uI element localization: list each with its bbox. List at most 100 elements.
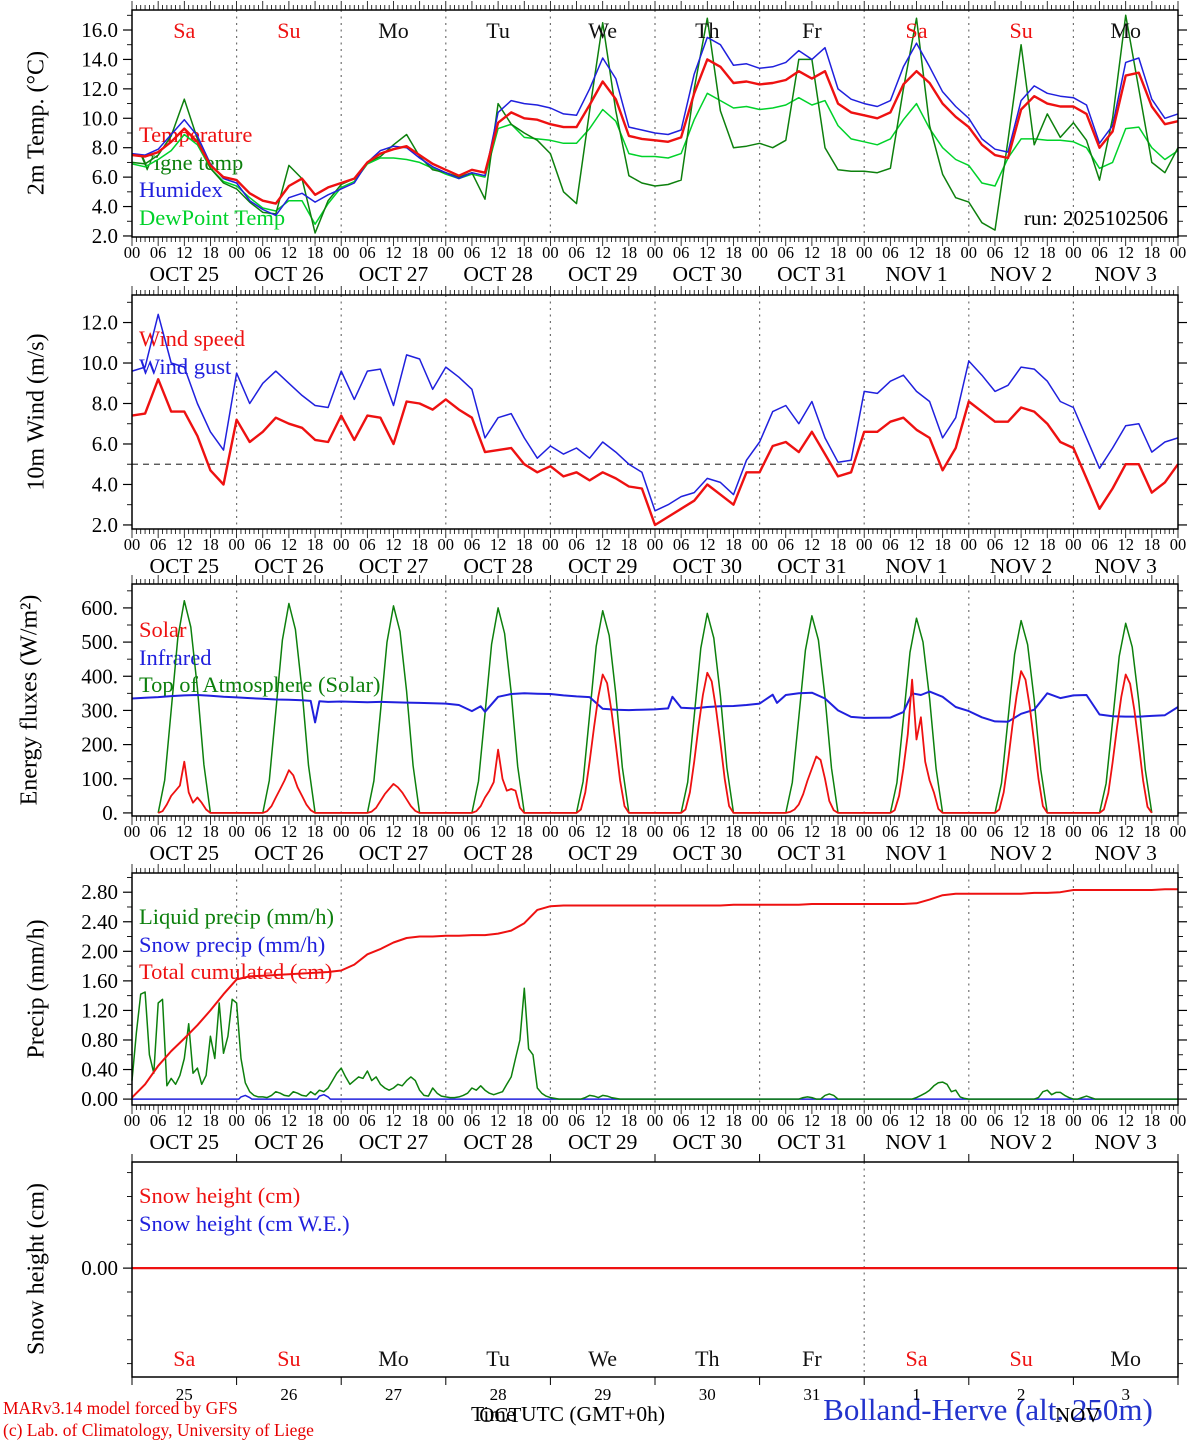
x-hour-label: 00 — [961, 243, 978, 262]
x-date-label: NOV 2 — [990, 554, 1052, 578]
x-hour-label: 00 — [542, 1111, 559, 1130]
x-hour-label: 00 — [438, 243, 455, 262]
x-date-label: OCT 30 — [673, 1130, 743, 1154]
y-tick-label: 0.00 — [81, 1256, 118, 1280]
x-hour-label: 12 — [908, 1111, 925, 1130]
x-hour-label: 12 — [1013, 535, 1030, 554]
x-date-label: OCT 25 — [150, 1130, 220, 1154]
x-hour-label: 12 — [804, 1111, 821, 1130]
x-hour-label: 00 — [1065, 822, 1082, 841]
x-hour-label: 12 — [1117, 822, 1134, 841]
x-hour-label: 12 — [281, 243, 298, 262]
x-hour-label: 12 — [281, 1111, 298, 1130]
x-hour-label: 18 — [830, 1111, 847, 1130]
day-num-label: 31 — [803, 1385, 820, 1404]
x-hour-label: 12 — [176, 535, 193, 554]
x-hour-label: 00 — [961, 822, 978, 841]
x-hour-label: 12 — [176, 822, 193, 841]
legend-wind-gust: Wind gust — [139, 353, 232, 379]
y-tick-label: 6.0 — [92, 432, 118, 456]
x-hour-label: 12 — [281, 822, 298, 841]
x-hour-label: 12 — [1117, 535, 1134, 554]
day-num-label: 30 — [699, 1385, 716, 1404]
x-date-label: OCT 28 — [463, 1130, 533, 1154]
x-hour-label: 00 — [1170, 535, 1187, 554]
x-hour-label: 00 — [751, 822, 768, 841]
day-name-label: Sa — [906, 18, 928, 43]
x-hour-label: 18 — [934, 822, 951, 841]
day-num-label: 1 — [912, 1385, 921, 1404]
x-hour-label: 06 — [464, 822, 481, 841]
x-hour-label: 00 — [1170, 822, 1187, 841]
x-hour-label: 00 — [228, 243, 245, 262]
x-hour-label: 18 — [1039, 535, 1056, 554]
x-hour-label: 06 — [882, 535, 899, 554]
day-name-label: Su — [1009, 18, 1032, 43]
x-hour-label: 00 — [647, 822, 664, 841]
x-hour-label: 12 — [594, 1111, 611, 1130]
x-hour-label: 12 — [699, 243, 716, 262]
y-tick-label: 8.0 — [92, 136, 118, 160]
y-tick-label: 600. — [81, 596, 118, 620]
x-hour-label: 00 — [124, 1111, 141, 1130]
x-hour-label: 00 — [856, 822, 873, 841]
x-hour-label: 18 — [202, 822, 219, 841]
x-hour-label: 00 — [333, 1111, 350, 1130]
series-liquid-precip — [131, 987, 1178, 1100]
y-tick-label: 10.0 — [81, 106, 118, 130]
x-hour-label: 00 — [228, 1111, 245, 1130]
x-hour-label: 06 — [673, 1111, 690, 1130]
x-hour-label: 12 — [1013, 243, 1030, 262]
x-hour-label: 12 — [281, 535, 298, 554]
series-wind-speed — [131, 378, 1179, 527]
x-date-label: NOV 1 — [885, 554, 947, 578]
x-hour-label: 06 — [778, 1111, 795, 1130]
x-hour-label: 18 — [516, 822, 533, 841]
x-hour-label: 18 — [411, 1111, 428, 1130]
x-date-label: OCT 25 — [150, 841, 220, 865]
y-tick-label: 0.40 — [81, 1058, 118, 1082]
x-hour-label: 06 — [882, 822, 899, 841]
x-date-label: OCT 27 — [359, 841, 429, 865]
x-hour-label: 06 — [359, 243, 376, 262]
y-tick-label: 16.0 — [81, 18, 118, 42]
x-axis-title: Time UTC (GMT+0h) — [470, 1402, 666, 1426]
x-hour-label: 00 — [438, 1111, 455, 1130]
series-temperature — [131, 58, 1179, 205]
x-hour-label: 00 — [438, 822, 455, 841]
x-hour-label: 18 — [307, 822, 324, 841]
series-infrared — [131, 690, 1179, 724]
x-hour-label: 18 — [411, 822, 428, 841]
station-name: Bolland-Herve (alt. 250m) — [823, 1392, 1153, 1427]
x-date-label: OCT 27 — [359, 554, 429, 578]
legend-liquid-precip-mm-h: Liquid precip (mm/h) — [139, 904, 334, 929]
x-hour-label: 06 — [464, 1111, 481, 1130]
legend-snow: Snow height (cm) Snow height (cm W.E.) — [139, 1182, 350, 1238]
x-hour-label: 18 — [621, 1111, 638, 1130]
y-tick-label: 2.00 — [81, 939, 118, 963]
y-tick-label: 400. — [81, 664, 118, 688]
x-hour-label: 06 — [778, 822, 795, 841]
x-hour-label: 18 — [621, 822, 638, 841]
x-date-label: OCT 30 — [673, 841, 743, 865]
y-tick-label: 1.20 — [81, 998, 118, 1022]
x-hour-label: 12 — [1013, 822, 1030, 841]
x-hour-label: 18 — [1144, 1111, 1161, 1130]
day-num-label: 2 — [1017, 1385, 1026, 1404]
day-num-label: 29 — [594, 1385, 611, 1404]
series-humidex — [131, 36, 1179, 217]
legend-humidex: Humidex — [139, 177, 223, 202]
x-hour-label: 06 — [987, 243, 1004, 262]
x-hour-label: 00 — [542, 243, 559, 262]
y-tick-label: 500. — [81, 630, 118, 654]
x-hour-label: 06 — [464, 535, 481, 554]
x-date-label: OCT 31 — [777, 262, 847, 286]
x-date-label: NOV 2 — [990, 1130, 1052, 1154]
y-tick-label: 8.0 — [92, 391, 118, 415]
day-name-label: Fr — [802, 1346, 822, 1371]
x-hour-label: 06 — [359, 535, 376, 554]
x-date-label: OCT 31 — [777, 1130, 847, 1154]
x-hour-label: 00 — [751, 1111, 768, 1130]
x-hour-label: 00 — [333, 243, 350, 262]
